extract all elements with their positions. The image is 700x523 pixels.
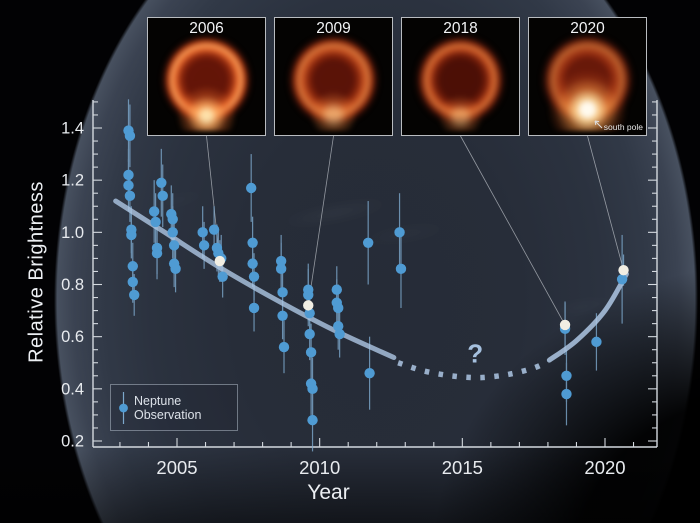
data-point — [616, 274, 628, 285]
neptune-thermal-image-icon — [155, 28, 258, 132]
data-point — [170, 263, 181, 275]
trend-curve — [113, 198, 629, 381]
thermal-inset-2020: 2020 south pole — [528, 17, 647, 136]
y-tick-label: 0.4 — [61, 380, 84, 398]
imaged-epoch-points — [214, 255, 629, 331]
data-point — [362, 237, 374, 248]
data-point — [275, 263, 287, 275]
data-point — [123, 169, 134, 181]
x-axis-title: Year — [307, 481, 350, 504]
data-point — [561, 388, 572, 400]
question-mark-annotation: ? — [467, 339, 483, 369]
thermal-inset-2009: 2009 — [274, 17, 393, 136]
inset-connector-line — [460, 135, 566, 326]
data-point — [126, 229, 137, 241]
data-point — [394, 227, 405, 238]
inset-connector-lines — [206, 135, 624, 326]
data-point — [275, 255, 287, 267]
data-point — [248, 271, 260, 282]
data-point — [364, 367, 375, 379]
data-point — [277, 287, 288, 298]
data-point — [333, 321, 344, 332]
data-point — [559, 319, 571, 331]
data-point — [618, 264, 629, 276]
data-point — [304, 307, 315, 319]
data-point — [334, 328, 345, 340]
data-point — [129, 289, 140, 301]
y-tick-label: 0.6 — [61, 328, 84, 346]
data-point — [307, 383, 318, 395]
data-point — [304, 328, 315, 340]
data-point — [305, 347, 317, 358]
y-tick-label: 1.0 — [61, 224, 84, 242]
inset-year-label: 2009 — [316, 20, 351, 37]
data-point — [247, 237, 258, 248]
axis-ticks — [93, 101, 657, 447]
x-tick-label: 2015 — [442, 457, 483, 478]
data-point — [331, 284, 342, 295]
legend-marker-icon — [119, 391, 128, 424]
data-point — [561, 370, 572, 381]
data-point — [124, 130, 136, 142]
data-point — [277, 310, 288, 321]
data-point — [197, 227, 208, 238]
x-tick-label: 2020 — [584, 457, 625, 478]
data-point — [198, 240, 210, 251]
neptune-thermal-image-icon — [409, 28, 512, 132]
data-point — [591, 336, 602, 348]
data-point — [333, 302, 344, 314]
data-point — [157, 190, 168, 202]
tick-labels: 2005 2010 2015 2020 0.2 0.4 0.6 0.8 1.0 1.2 1.4 — [61, 120, 626, 479]
y-tick-label: 0.2 — [61, 432, 84, 450]
data-point — [167, 214, 178, 225]
data-point — [245, 182, 257, 194]
inset-connector-line — [206, 135, 221, 262]
x-tick-label: 2005 — [156, 457, 197, 478]
south-pole-label: south pole — [603, 122, 643, 132]
y-tick-label: 0.8 — [61, 276, 84, 294]
data-point — [307, 414, 318, 426]
data-point — [124, 190, 136, 202]
data-point — [303, 300, 314, 311]
inset-connector-line — [307, 135, 334, 306]
south-pole-annotation: south pole — [592, 119, 643, 132]
data-point — [217, 271, 228, 282]
data-point — [148, 206, 160, 217]
data-point — [127, 276, 138, 288]
legend-label: Neptune Observation — [134, 393, 202, 422]
south-pole-arrow-icon — [594, 120, 603, 129]
inset-year-label: 2006 — [189, 20, 224, 37]
data-point — [208, 224, 220, 235]
x-tick-label: 2010 — [299, 457, 340, 478]
data-point — [167, 227, 178, 238]
neptune-thermal-image-icon — [536, 28, 639, 132]
data-point — [248, 302, 260, 314]
data-point — [278, 341, 290, 353]
data-point — [151, 247, 163, 259]
inset-year-label: 2018 — [443, 20, 478, 37]
y-axis-title: Relative Brightness — [25, 181, 48, 363]
data-point — [247, 258, 258, 269]
data-point — [214, 255, 225, 267]
inset-year-label: 2020 — [570, 20, 605, 37]
neptune-thermal-image-icon — [282, 28, 385, 132]
thermal-inset-2018: 2018 — [401, 17, 520, 136]
data-point — [150, 216, 161, 228]
thermal-inset-2006: 2006 — [147, 17, 266, 136]
y-tick-label: 1.4 — [61, 120, 84, 138]
trend-rise-solid — [546, 271, 629, 363]
observation-points — [123, 125, 628, 426]
legend: Neptune Observation — [110, 384, 238, 431]
data-point — [127, 261, 138, 272]
y-tick-label: 1.2 — [61, 172, 84, 190]
data-point — [156, 177, 167, 188]
data-point — [123, 180, 134, 191]
data-point — [395, 263, 407, 275]
inset-connector-line — [587, 135, 624, 271]
data-point — [168, 240, 180, 251]
data-point — [303, 289, 314, 301]
